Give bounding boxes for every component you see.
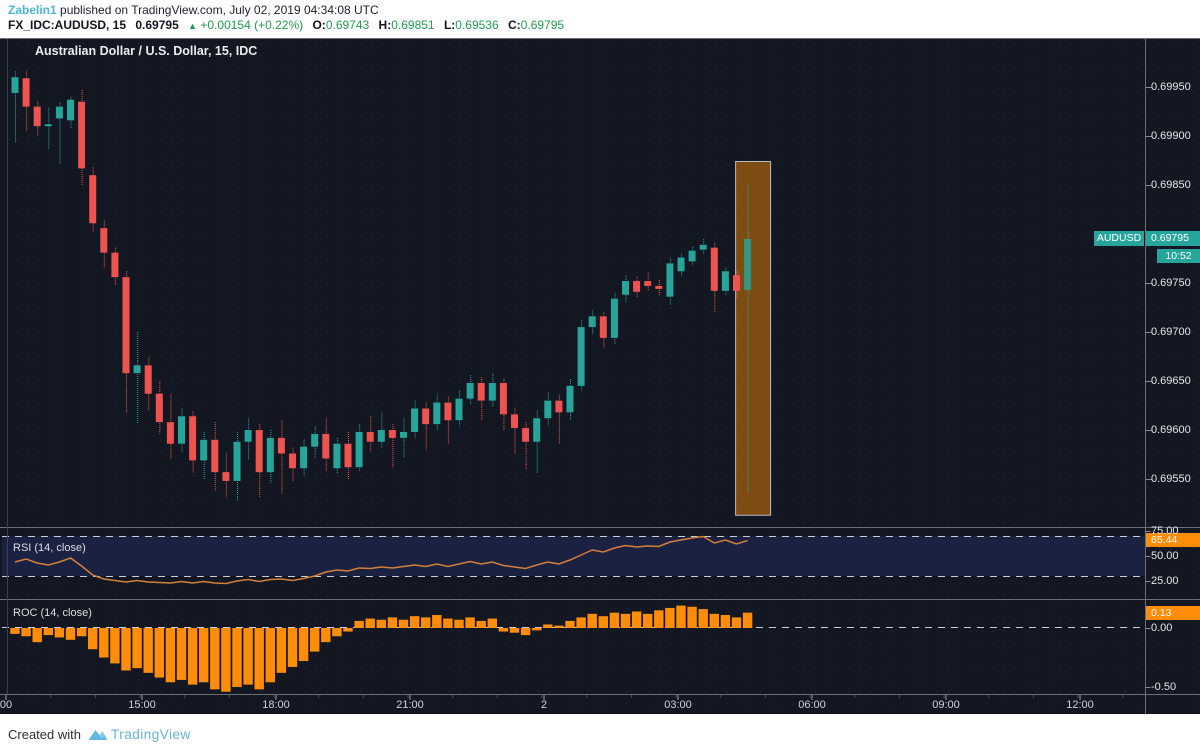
price-axis-label: 0.69600 <box>1151 424 1191 436</box>
publish-info: Zabelin1 published on TradingView.com, J… <box>8 3 379 17</box>
symbol-ohlc-row: FX_IDC:AUDUSD, 15 0.69795 ▲ +0.00154 (+0… <box>8 18 564 32</box>
time-axis-label: 18:00 <box>262 699 290 711</box>
roc-axis-label: 0.00 <box>1151 622 1173 634</box>
tradingview-link[interactable]: TradingView <box>110 726 191 742</box>
created-with-text: Created with <box>8 726 81 742</box>
time-axis-label: 2 <box>540 699 548 711</box>
username-link[interactable]: Zabelin1 <box>8 3 57 17</box>
roc-legend: ROC (14, close) <box>13 607 92 619</box>
high-label: H: <box>378 18 392 32</box>
rsi-value-tag: 65.44 <box>1146 533 1200 547</box>
bar-countdown-tag: 10:52 <box>1157 249 1200 263</box>
close-label: C: <box>508 18 521 32</box>
chart-canvas[interactable] <box>0 38 1200 714</box>
price-axis-label: 0.69650 <box>1151 375 1191 387</box>
price-axis-label: 0.69550 <box>1151 473 1191 485</box>
rsi-axis-label: 50.00 <box>1151 550 1179 562</box>
last-price: 0.69795 <box>135 18 179 32</box>
time-axis-label: 00 <box>0 699 13 711</box>
footer: Created with TradingView <box>0 714 1200 752</box>
price-axis-label: 0.69950 <box>1151 81 1191 93</box>
open-value: 0.69743 <box>325 18 370 32</box>
low-value: 0.69536 <box>455 18 499 32</box>
time-axis-label: 15:00 <box>128 699 156 711</box>
time-axis-label: 03:00 <box>664 699 692 711</box>
price-axis-label: 0.69900 <box>1151 130 1191 142</box>
high-value: 0.69851 <box>391 18 435 32</box>
header: Zabelin1 published on TradingView.com, J… <box>0 0 1200 38</box>
last-price-tag: 0.69795 <box>1146 231 1200 246</box>
symbol-name: FX_IDC:AUDUSD, 15 <box>8 18 127 32</box>
open-label: O: <box>312 18 326 32</box>
time-axis-label: 21:00 <box>396 699 424 711</box>
price-change: +0.00154 (+0.22%) <box>200 18 304 32</box>
rsi-legend: RSI (14, close) <box>13 542 86 554</box>
rsi-axis-label: 75.00 <box>1151 525 1179 537</box>
publish-text: published on TradingView.com, July 02, 2… <box>56 3 379 17</box>
time-axis-label: 12:00 <box>1066 699 1094 711</box>
roc-axis-label: -0.50 <box>1151 681 1177 693</box>
price-axis-label: 0.69750 <box>1151 277 1191 289</box>
up-triangle-icon: ▲ <box>188 21 198 31</box>
symbol-price-tag: AUDUSD <box>1094 231 1144 246</box>
time-axis-label: 06:00 <box>798 699 826 711</box>
tradingview-logo-icon[interactable] <box>88 726 108 742</box>
low-label: L: <box>443 18 456 32</box>
time-axis-label: 09:00 <box>932 699 960 711</box>
chart-title: Australian Dollar / U.S. Dollar, 15, IDC <box>35 44 258 58</box>
chart-area[interactable]: Australian Dollar / U.S. Dollar, 15, IDC… <box>0 38 1200 714</box>
roc-value-tag: 0.13 <box>1146 606 1200 620</box>
close-value: 0.69795 <box>520 18 565 32</box>
price-axis-label: 0.69850 <box>1151 179 1191 191</box>
rsi-axis-label: 25.00 <box>1151 575 1179 587</box>
price-axis-label: 0.69700 <box>1151 326 1191 338</box>
